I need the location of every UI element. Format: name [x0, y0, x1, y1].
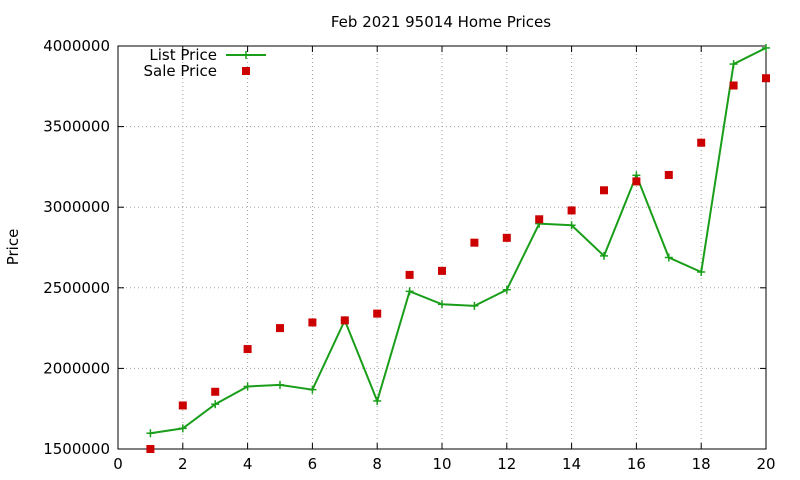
series-line: [150, 47, 767, 435]
data-point: [405, 287, 414, 296]
data-point: [438, 266, 446, 275]
series-layer: [146, 43, 770, 453]
data-point: [470, 301, 479, 310]
legend-swatch: [242, 67, 250, 75]
y-tick-label: 2500000: [43, 279, 110, 297]
data-point: [340, 316, 349, 325]
y-tick-label: 3500000: [43, 118, 110, 136]
x-tick-label: 16: [627, 455, 646, 473]
x-tick-label: 0: [113, 455, 123, 473]
data-point: [470, 238, 479, 247]
data-point: [243, 382, 252, 391]
grid: [118, 46, 766, 449]
data-point: [600, 186, 608, 195]
data-point: [697, 268, 706, 277]
series-sale-price: [146, 74, 770, 453]
data-point: [276, 324, 284, 333]
data-point: [502, 233, 511, 242]
data-point: [308, 385, 317, 394]
data-point: [632, 177, 641, 186]
data-point: [276, 380, 284, 389]
data-point: [762, 43, 770, 52]
data-point: [373, 309, 382, 318]
data-point: [729, 81, 738, 90]
data-point: [567, 206, 576, 215]
x-tick-label: 10: [432, 455, 451, 473]
axis-ticks: 0 2 4 6 8 10 12 14 16 18 20 1500000 2000000 2500000 30…: [43, 37, 775, 473]
data-point: [211, 387, 220, 396]
y-tick-label: 4000000: [43, 37, 110, 55]
data-point: [178, 401, 187, 410]
data-point: [567, 221, 576, 230]
data-point: [697, 138, 706, 147]
x-tick-label: 6: [308, 455, 318, 473]
legend-item: List Price: [149, 46, 266, 64]
data-point: [438, 300, 446, 309]
data-point: [502, 285, 511, 294]
series-list-price: [146, 43, 770, 438]
data-point: [405, 270, 414, 279]
data-point: [373, 396, 382, 405]
data-point: [146, 445, 155, 453]
legend-label: List Price: [149, 46, 217, 64]
data-point: [664, 170, 673, 179]
data-point: [729, 60, 738, 69]
data-point: [535, 215, 544, 224]
data-point: [600, 251, 608, 260]
data-point: [146, 429, 155, 438]
data-point: [211, 400, 220, 409]
chart-title: Feb 2021 95014 Home Prices: [331, 13, 551, 31]
y-tick-label: 1500000: [43, 440, 110, 458]
data-point: [243, 345, 252, 354]
data-point: [178, 424, 187, 433]
x-tick-label: 8: [372, 455, 382, 473]
data-point: [762, 74, 770, 83]
x-tick-label: 14: [562, 455, 581, 473]
x-tick-label: 4: [243, 455, 253, 473]
legend-label: Sale Price: [144, 62, 217, 80]
y-tick-label: 2000000: [43, 359, 110, 377]
data-point: [308, 318, 317, 327]
y-axis-label: Price: [4, 229, 22, 266]
x-tick-label: 12: [497, 455, 516, 473]
x-tick-label: 18: [692, 455, 711, 473]
x-tick-label: 20: [756, 455, 775, 473]
data-point: [664, 253, 673, 262]
y-tick-label: 3000000: [43, 198, 110, 216]
legend-item: Sale Price: [144, 62, 250, 80]
x-tick-label: 2: [178, 455, 188, 473]
